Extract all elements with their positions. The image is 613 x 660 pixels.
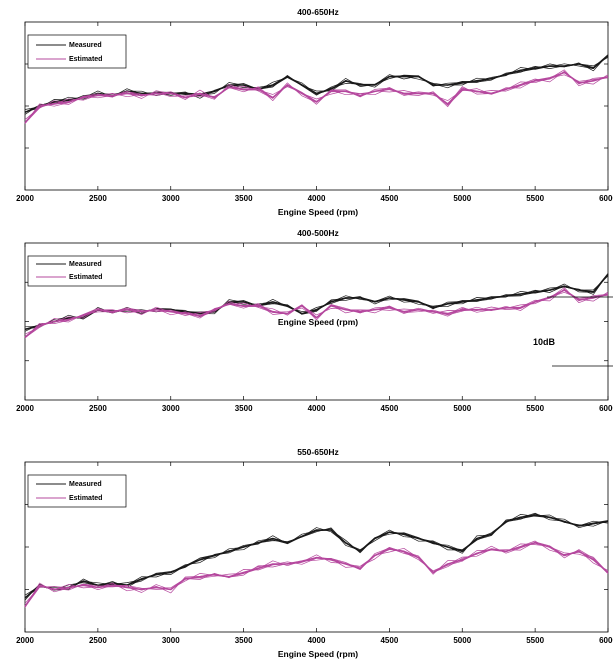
series-line-estimated (24, 69, 609, 124)
x-axis-label: Engine Speed (rpm) (278, 317, 358, 327)
series-line-measured (24, 55, 609, 113)
legend-label-measured: Measured (69, 481, 102, 488)
x-tick-label: 3500 (235, 404, 253, 413)
legend-box (27, 255, 127, 287)
series-line-estimated (24, 289, 609, 338)
x-tick-label: 2500 (89, 404, 107, 413)
legend-label-measured: Measured (69, 42, 102, 49)
series-line-estimated (24, 291, 609, 339)
legend: Measured Estimated (27, 474, 127, 508)
x-tick-label: 6000 (599, 194, 613, 203)
x-tick-label: 4000 (308, 194, 326, 203)
x-tick-label: 5000 (453, 636, 471, 645)
legend-label-estimated: Estimated (69, 274, 102, 281)
legend: Measured Estimated (27, 255, 127, 287)
series-line-estimated (24, 288, 609, 335)
series-line-measured (24, 512, 609, 596)
x-tick-label: 4500 (380, 194, 398, 203)
x-tick-label: 2000 (16, 636, 34, 645)
series-line-estimated (24, 541, 609, 608)
legend-box (27, 474, 127, 508)
x-tick-label: 3500 (235, 194, 253, 203)
series-line-estimated (24, 74, 609, 124)
x-tick-label: 3000 (162, 404, 180, 413)
x-tick-label: 3000 (162, 636, 180, 645)
x-tick-label: 6000 (599, 404, 613, 413)
scale-annotation: 10dB (533, 296, 613, 367)
x-tick-label: 2500 (89, 636, 107, 645)
x-tick-label: 5500 (526, 194, 544, 203)
chart-panel-2: 400-500Hz Engine Speed (rpm) Measured Es… (16, 228, 613, 413)
x-tick-label: 4500 (380, 404, 398, 413)
x-axis-label: Engine Speed (rpm) (278, 207, 358, 217)
series-line-estimated (24, 540, 609, 604)
x-tick-label: 2500 (89, 194, 107, 203)
legend-box (27, 34, 127, 69)
x-tick-label: 4000 (308, 404, 326, 413)
panel-title: 550-650Hz (297, 447, 339, 457)
series-line-estimated (24, 287, 609, 338)
panel-title: 400-500Hz (297, 228, 339, 238)
x-tick-label: 2000 (16, 404, 34, 413)
x-tick-label: 5000 (453, 194, 471, 203)
series-line-estimated (24, 289, 609, 339)
series-line-measured (24, 513, 609, 598)
x-tick-label: 6000 (599, 636, 613, 645)
x-tick-label: 5500 (526, 636, 544, 645)
legend-label-estimated: Estimated (69, 56, 102, 63)
x-axis-label: Engine Speed (rpm) (278, 649, 358, 659)
legend: Measured Estimated (27, 34, 127, 69)
x-tick-label: 5500 (526, 404, 544, 413)
x-tick-label: 3500 (235, 636, 253, 645)
panel-title: 400-650Hz (297, 7, 339, 17)
x-tick-label: 4500 (380, 636, 398, 645)
series-line-estimated (24, 542, 609, 608)
legend-label-measured: Measured (69, 261, 102, 268)
legend-label-estimated: Estimated (69, 495, 102, 502)
scale-label: 10dB (533, 337, 556, 347)
x-tick-label: 4000 (308, 636, 326, 645)
series-line-estimated (24, 71, 609, 124)
series-line-estimated (24, 71, 609, 124)
x-tick-label: 2000 (16, 194, 34, 203)
x-tick-label: 5000 (453, 404, 471, 413)
chart-panel-3: 550-650Hz Engine Speed (rpm) Measured Es… (16, 447, 613, 659)
series-line-estimated (24, 70, 609, 120)
series-line-estimated (24, 541, 609, 607)
x-tick-label: 3000 (162, 194, 180, 203)
chart-panel-1: 400-650Hz Engine Speed (rpm) Measured Es… (16, 7, 613, 217)
series-line-estimated (24, 543, 609, 608)
